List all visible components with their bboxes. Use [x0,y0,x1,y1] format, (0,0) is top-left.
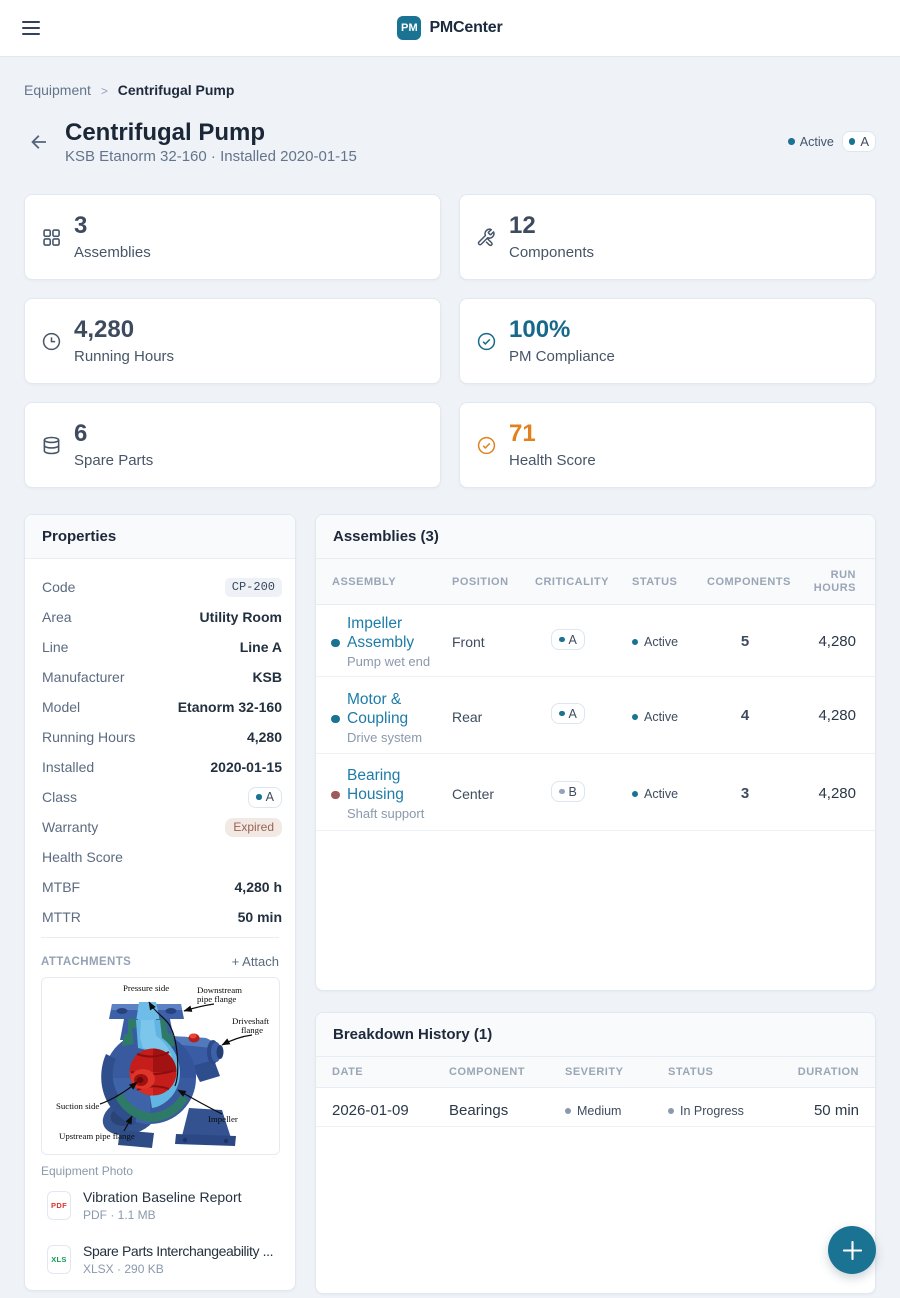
svg-text:Impeller: Impeller [208,1114,238,1124]
svg-text:pipe flange: pipe flange [197,994,236,1004]
svg-text:Downstream: Downstream [197,985,242,995]
svg-text:Suction side: Suction side [56,1101,99,1111]
svg-text:Upstream pipe flange: Upstream pipe flange [59,1131,135,1141]
svg-text:Pressure side: Pressure side [123,983,169,993]
svg-text:flange: flange [241,1025,263,1035]
svg-text:Driveshaft: Driveshaft [232,1016,270,1026]
